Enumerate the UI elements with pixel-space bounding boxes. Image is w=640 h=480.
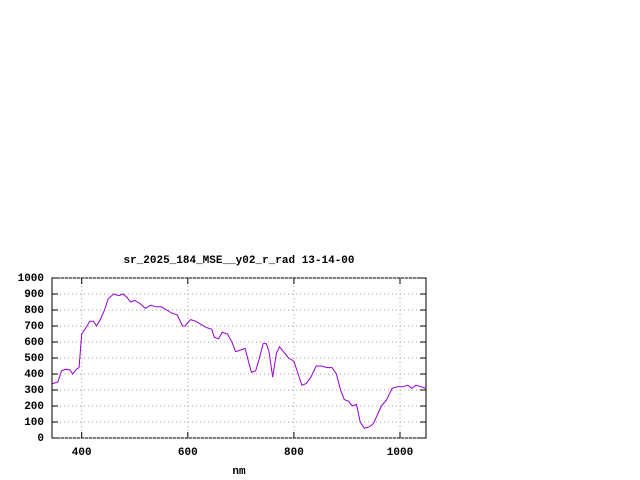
y-tick-label: 700: [24, 321, 44, 333]
y-tick-label: 1000: [18, 273, 44, 285]
y-tick-label: 300: [24, 385, 44, 397]
y-tick-label: 400: [24, 369, 44, 381]
y-tick-label: 0: [37, 433, 44, 445]
y-tick-label: 200: [24, 401, 44, 413]
x-axis-label: nm: [232, 466, 246, 478]
y-tick-label: 800: [24, 305, 44, 317]
y-tick-label: 900: [24, 289, 44, 301]
y-tick-label: 500: [24, 353, 44, 365]
x-tick-label: 1000: [387, 447, 413, 459]
y-tick-label: 600: [24, 337, 44, 349]
data-line: [52, 293, 427, 429]
x-tick-label: 600: [178, 447, 198, 459]
x-tick-label: 400: [72, 447, 92, 459]
chart-title: sr_2025_184_MSE__y02_r_rad 13-14-00: [123, 255, 354, 267]
x-tick-label: 800: [284, 447, 304, 459]
y-tick-label: 100: [24, 417, 44, 429]
